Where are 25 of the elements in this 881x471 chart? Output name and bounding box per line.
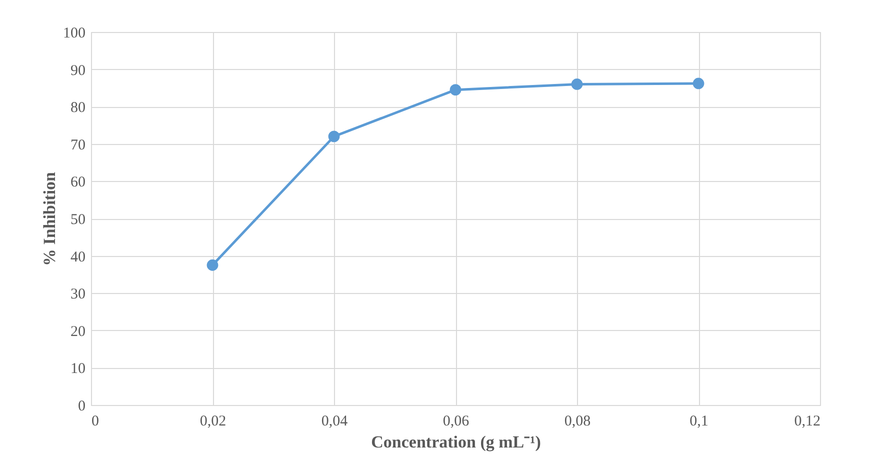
- point: [571, 78, 583, 90]
- y-tick-label: 10: [70, 361, 86, 378]
- x-tick-label: 0,08: [564, 414, 591, 430]
- x-tick-label: 0,04: [321, 414, 348, 430]
- point: [206, 259, 218, 271]
- x-axis-title: Concentration (g mL⁻¹): [371, 432, 541, 452]
- x-tick-label: 0: [92, 414, 99, 430]
- x-tick-label: 0,12: [794, 414, 820, 430]
- x-tick-label: 0,1: [690, 414, 708, 430]
- y-tick-label: 0: [78, 398, 86, 414]
- y-tick-label: 20: [70, 324, 86, 340]
- x-tick-label: 0,06: [442, 414, 470, 430]
- point: [328, 130, 340, 142]
- y-tick-label: 70: [70, 137, 86, 154]
- point: [692, 78, 704, 90]
- y-tick-label: 40: [70, 249, 86, 266]
- y-tick-label: 50: [70, 212, 86, 228]
- y-tick-label: 30: [70, 286, 86, 303]
- point: [450, 84, 462, 96]
- y-tick-label: 100: [63, 26, 86, 42]
- y-tick-label: 90: [70, 62, 86, 79]
- y-tick-label: 60: [70, 174, 86, 191]
- y-axis-title: % Inhibition: [40, 171, 59, 266]
- y-tick-label: 80: [70, 100, 86, 116]
- x-tick-label: 0,02: [200, 414, 226, 430]
